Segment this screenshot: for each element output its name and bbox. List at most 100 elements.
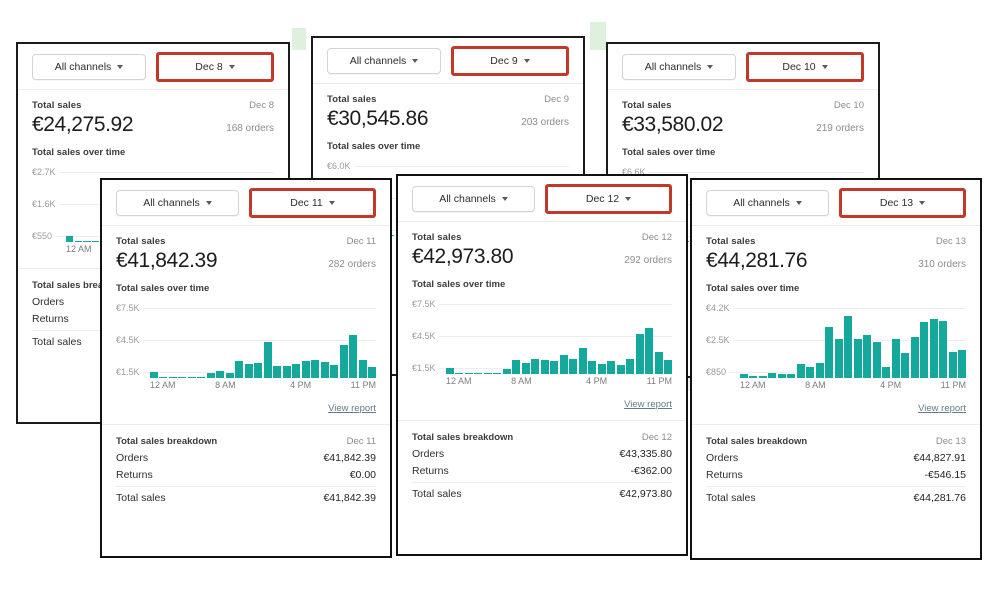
chart-bar xyxy=(483,372,492,375)
card-header: All channels Dec 8 xyxy=(18,44,288,90)
date-select[interactable]: Dec 11 xyxy=(249,187,376,218)
chart-y-tick: €850 xyxy=(706,367,730,378)
over-time-label: Total sales over time xyxy=(412,279,506,291)
view-report-link[interactable]: View report xyxy=(918,403,966,415)
chart-gridline xyxy=(32,172,274,174)
breakdown-label: Total sales breakdown xyxy=(706,435,808,447)
card-date: Dec 12 xyxy=(641,232,672,243)
sales-over-time-chart: €4.2K €2.5K €850 12 AM 8 AM 4 PM 11 PM xyxy=(706,300,967,396)
channel-select[interactable]: All channels xyxy=(706,189,829,216)
view-report-row: View report xyxy=(102,396,390,416)
divider xyxy=(398,420,686,422)
chart-gridline xyxy=(116,340,376,342)
breakdown-label: Total sales breakdown xyxy=(116,435,218,447)
chart-x-tick: 4 PM xyxy=(586,376,608,387)
chart-bar xyxy=(597,363,606,375)
orders-count: 282 orders xyxy=(328,259,376,270)
date-select[interactable]: Dec 8 xyxy=(156,51,274,82)
chart-x-tick: 8 AM xyxy=(215,380,236,391)
chevron-down-icon xyxy=(412,58,419,63)
chart-bar xyxy=(178,376,187,379)
over-time-label: Total sales over time xyxy=(706,283,800,295)
orders-count: 310 orders xyxy=(918,259,966,270)
sales-card-dec-12: All channels Dec 12 Total sales Dec 12 €… xyxy=(396,174,688,556)
date-select[interactable]: Dec 12 xyxy=(545,183,672,214)
chart-bar xyxy=(569,358,578,375)
orders-count: 292 orders xyxy=(624,255,672,266)
chart-bar xyxy=(244,364,253,379)
channel-select[interactable]: All channels xyxy=(116,189,239,216)
breakdown-date: Dec 13 xyxy=(935,435,966,447)
orders-label: Orders xyxy=(116,451,149,464)
chart-bar xyxy=(958,350,967,379)
chart-bar xyxy=(635,333,644,375)
total-sales-value: €42,973.80 xyxy=(412,245,514,268)
chart-bar xyxy=(815,362,824,379)
breakdown-label: Total sales breakdown xyxy=(32,279,134,291)
chart-x-tick: 12 AM xyxy=(150,380,176,391)
chart-bar xyxy=(550,361,559,375)
date-select[interactable]: Dec 10 xyxy=(746,51,864,82)
card-date: Dec 9 xyxy=(544,94,569,105)
over-time-label: Total sales over time xyxy=(116,283,210,295)
channel-select[interactable]: All channels xyxy=(412,185,535,212)
chevron-down-icon xyxy=(707,64,714,69)
over-time-label: Total sales over time xyxy=(327,141,421,153)
chart-bar xyxy=(474,372,483,375)
chart-bar xyxy=(464,372,473,375)
date-select-label: Dec 8 xyxy=(195,60,223,73)
orders-value: €43,335.80 xyxy=(619,447,672,460)
chart-bar xyxy=(66,236,74,243)
chart-bar xyxy=(493,372,502,375)
chart-bar xyxy=(740,374,748,379)
chart-bar xyxy=(768,373,777,379)
chevron-down-icon xyxy=(501,196,508,201)
chart-bar xyxy=(664,360,673,375)
chart-y-tick: €2.5K xyxy=(706,335,733,346)
chart-bar xyxy=(292,364,301,379)
chart-bar xyxy=(863,334,872,379)
chart-x-tick: 4 PM xyxy=(290,380,312,391)
chart-bar xyxy=(531,358,540,375)
total-label: Total sales xyxy=(412,488,462,501)
chart-plot-area xyxy=(740,300,967,379)
view-report-row: View report xyxy=(692,396,980,416)
chart-x-tick: 11 PM xyxy=(646,376,672,387)
chart-bar xyxy=(891,338,900,379)
sales-over-time-chart: €7.5K €4.5K €1.5K 12 AM 8 AM 4 PM 11 PM xyxy=(116,300,377,396)
chevron-down-icon xyxy=(205,200,212,205)
view-report-link[interactable]: View report xyxy=(328,403,376,415)
chart-bar xyxy=(339,344,348,379)
total-sales-label: Total sales xyxy=(412,232,462,243)
view-report-link[interactable]: View report xyxy=(624,399,672,411)
channel-select-label: All channels xyxy=(439,192,496,205)
channel-select-label: All channels xyxy=(349,54,407,67)
chart-bar xyxy=(349,335,358,379)
sales-card-dec-13: All channels Dec 13 Total sales Dec 13 €… xyxy=(690,178,982,560)
returns-label: Returns xyxy=(116,468,153,481)
date-select[interactable]: Dec 13 xyxy=(839,187,966,218)
chart-x-axis: 12 AM xyxy=(66,244,274,258)
card-header: All channels Dec 11 xyxy=(102,180,390,226)
chart-gridline xyxy=(412,336,672,338)
returns-label: Returns xyxy=(706,468,743,481)
chart-bar xyxy=(187,376,196,379)
card-header: All channels Dec 10 xyxy=(608,44,878,90)
chart-bar xyxy=(263,341,272,379)
channel-select[interactable]: All channels xyxy=(622,53,736,80)
chart-gridline xyxy=(412,304,672,306)
chart-bar xyxy=(254,362,263,379)
total-sales-label: Total sales xyxy=(706,236,756,247)
chart-bar xyxy=(311,360,320,379)
chart-bar xyxy=(939,320,948,379)
orders-count: 219 orders xyxy=(816,123,864,134)
returns-value: -€546.15 xyxy=(924,468,966,481)
channel-select[interactable]: All channels xyxy=(32,53,146,80)
channel-select[interactable]: All channels xyxy=(327,47,441,74)
card-body: Total sales Dec 13 €44,281.76 310 orders… xyxy=(692,226,980,396)
date-select[interactable]: Dec 9 xyxy=(451,45,569,76)
chart-bar xyxy=(853,339,862,379)
chevron-down-icon xyxy=(228,64,235,69)
total-sales-label: Total sales xyxy=(116,236,166,247)
chart-bar xyxy=(83,240,91,243)
